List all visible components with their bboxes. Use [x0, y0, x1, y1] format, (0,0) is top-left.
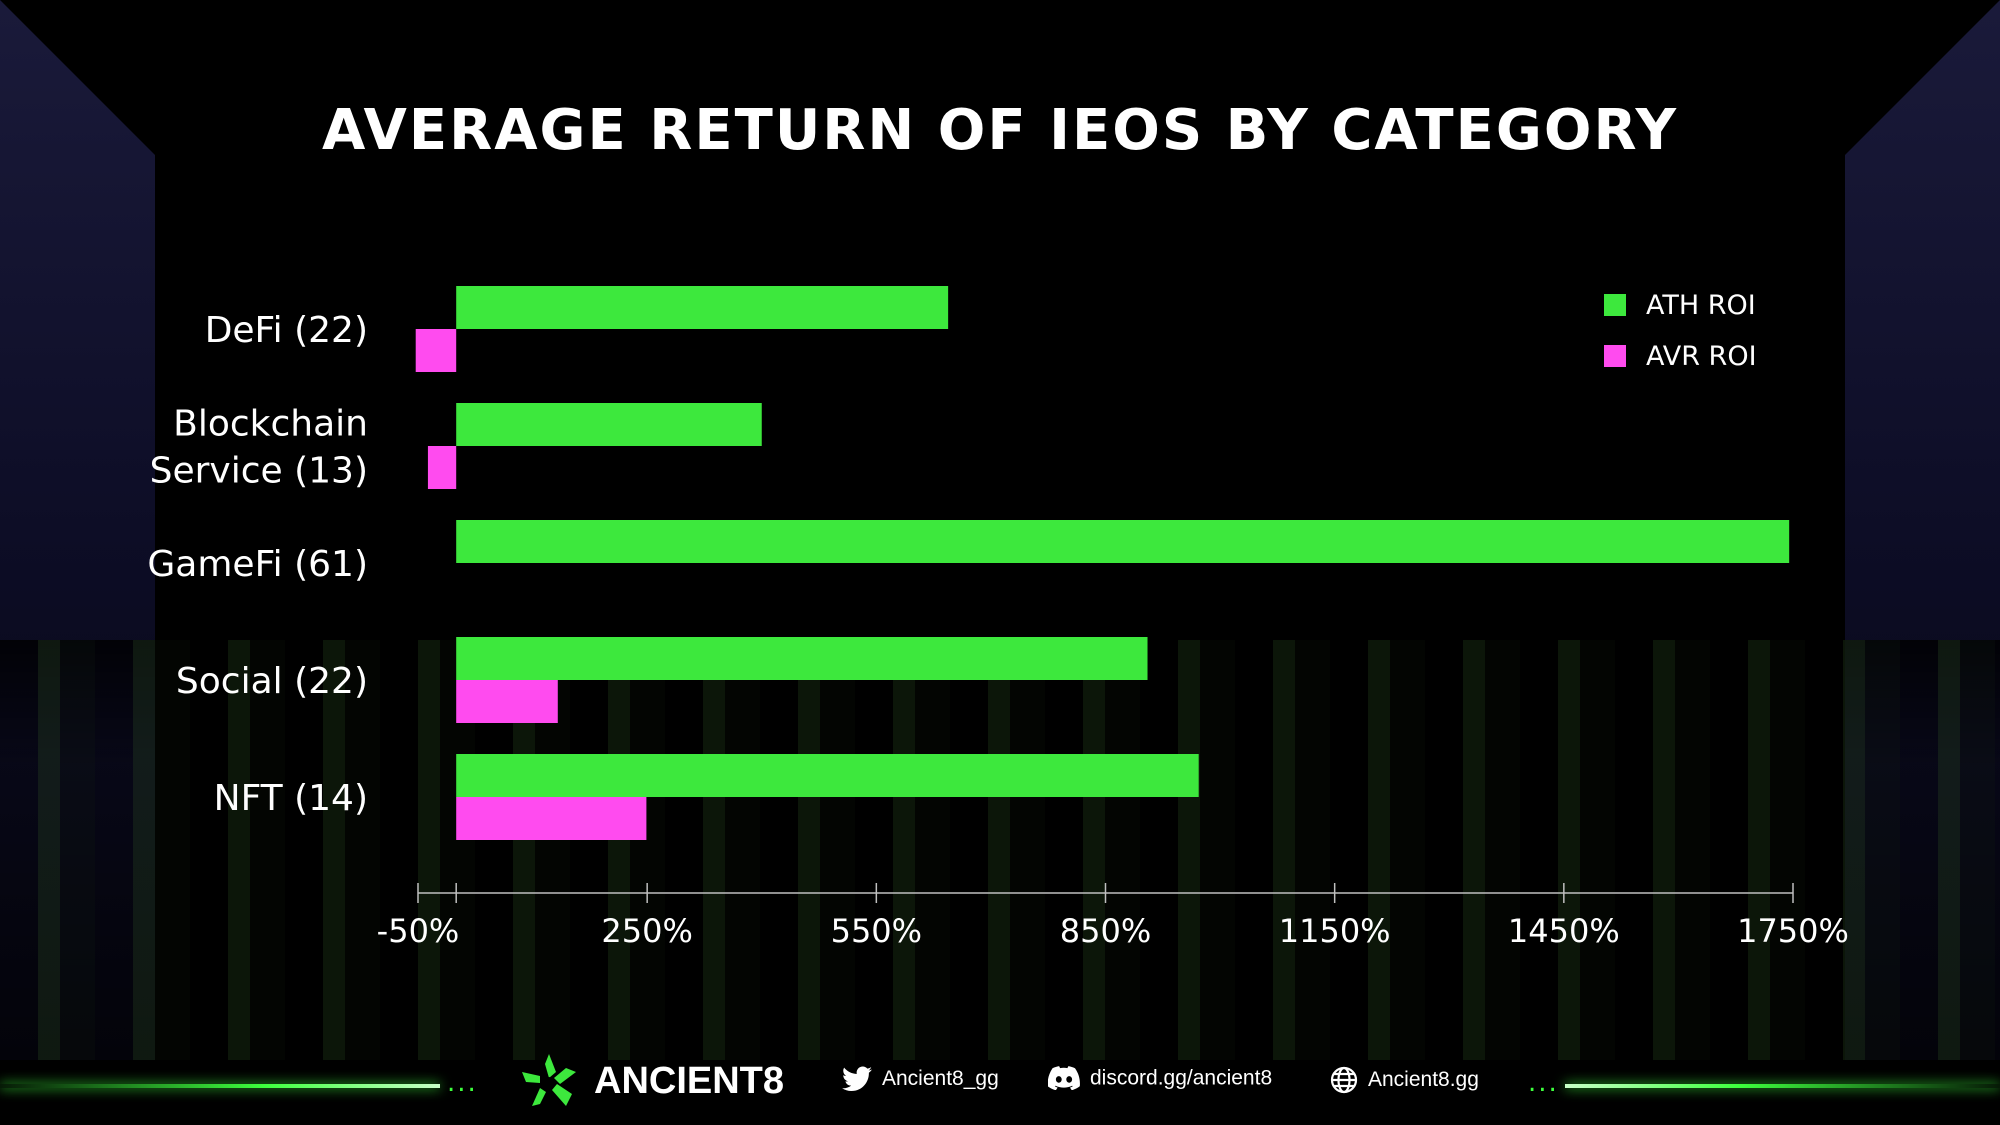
- discord-url: discord.gg/ancient8: [1090, 1066, 1273, 1090]
- bar-avr-roi-3: [456, 680, 558, 723]
- x-tick-label-0: -50%: [377, 912, 460, 950]
- category-label-3-0: Social (22): [176, 661, 368, 702]
- bar-avr-roi-1: [427, 446, 457, 489]
- globe-icon: [1330, 1066, 1358, 1094]
- footer-glow-line-right: [1565, 1084, 2000, 1088]
- bar-chart: DeFi (22) Blockchain Service (13) GameFi (6…: [147, 286, 1849, 950]
- discord-link[interactable]: discord.gg/ancient8: [1047, 1066, 1273, 1091]
- bar-ath-roi-1: [456, 403, 762, 446]
- background-stripes: [0, 640, 2000, 1060]
- legend-label-0: ATH ROI: [1646, 290, 1756, 321]
- bar-avr-roi-4: [456, 797, 647, 840]
- bar-avr-roi-0: [415, 329, 457, 372]
- brand-name: ANCIENT8: [594, 1060, 785, 1102]
- footer-dots-left: ...: [447, 1068, 478, 1098]
- category-label-1-1: Service (13): [150, 451, 368, 492]
- category-label-2-0: GameFi (61): [147, 544, 368, 585]
- discord-icon: [1047, 1066, 1080, 1091]
- bar-ath-roi-2: [456, 520, 1790, 563]
- x-tick-label-4: 1150%: [1279, 912, 1391, 950]
- legend-label-1: AVR ROI: [1646, 341, 1757, 372]
- footer-glow-line-left: [0, 1084, 440, 1088]
- x-tick-label-6: 1750%: [1737, 912, 1849, 950]
- twitter-icon: [842, 1066, 872, 1091]
- footer-dots-right: ...: [1528, 1068, 1559, 1098]
- x-tick-label-3: 850%: [1060, 912, 1151, 950]
- chart-title: AVERAGE RETURN OF IEOS BY CATEGORY: [321, 98, 1679, 163]
- category-label-1-0: Blockchain: [173, 404, 368, 445]
- footer: ... ... ANCIENT8 Ancient8_gg discord.gg/…: [0, 1040, 2000, 1125]
- x-tick-label-2: 550%: [831, 912, 922, 950]
- x-tick-label-1: 250%: [601, 912, 692, 950]
- ancient8-logo-icon: [522, 1054, 576, 1106]
- website-link[interactable]: Ancient8.gg: [1330, 1066, 1479, 1094]
- category-label-4-0: NFT (14): [214, 778, 368, 819]
- twitter-handle: Ancient8_gg: [882, 1067, 999, 1090]
- website-url: Ancient8.gg: [1368, 1068, 1479, 1091]
- bar-ath-roi-3: [456, 637, 1148, 680]
- category-label-0-0: DeFi (22): [205, 310, 368, 351]
- legend-swatch-1: [1604, 345, 1626, 367]
- twitter-link[interactable]: Ancient8_gg: [842, 1066, 999, 1092]
- legend-swatch-0: [1604, 294, 1626, 316]
- x-tick-label-5: 1450%: [1508, 912, 1620, 950]
- bar-ath-roi-4: [456, 754, 1199, 797]
- bar-ath-roi-0: [456, 286, 949, 329]
